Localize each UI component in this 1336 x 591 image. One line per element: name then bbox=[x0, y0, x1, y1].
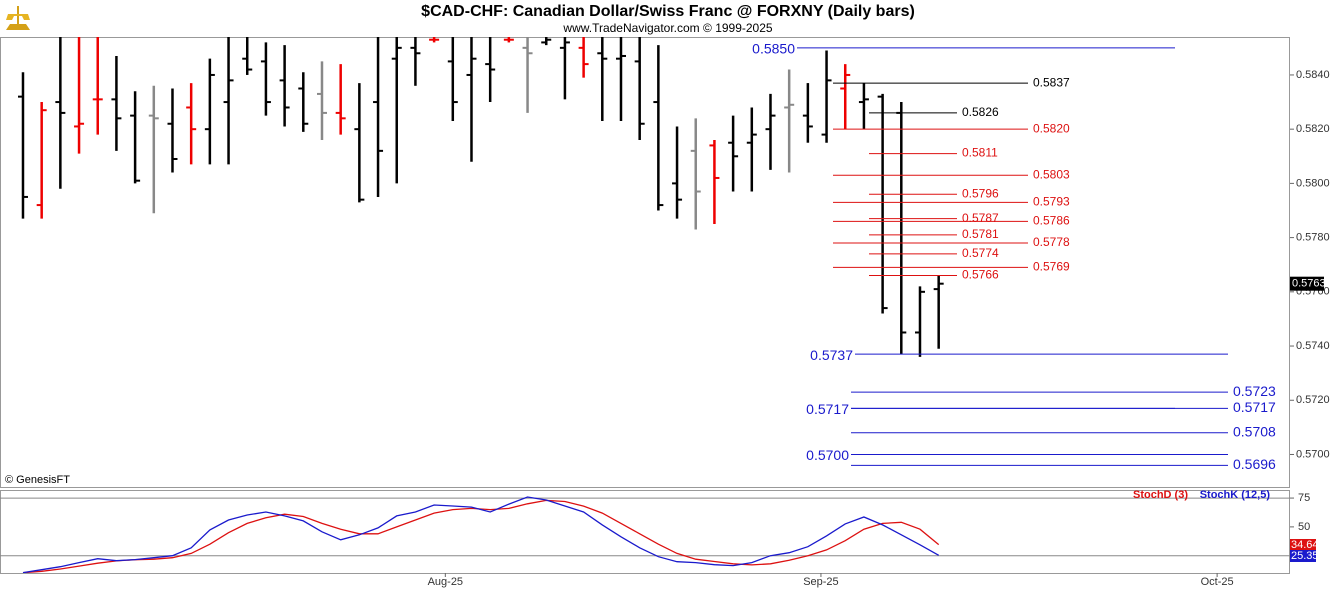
x-tick-label: Aug-25 bbox=[428, 576, 463, 588]
stoch-frame bbox=[0, 490, 1290, 574]
last-value-label: 25.35 bbox=[1291, 550, 1319, 562]
level-label: 0.5826 bbox=[962, 105, 999, 119]
level-label: 0.5717 bbox=[1233, 399, 1276, 415]
level-label: 0.5737 bbox=[810, 347, 853, 363]
last-value-box bbox=[1290, 550, 1316, 562]
level-label: 0.5793 bbox=[1033, 195, 1070, 209]
level-label: 0.5781 bbox=[962, 227, 999, 241]
y-tick-label: 0.5700 bbox=[1296, 448, 1330, 460]
stoch-line bbox=[22, 496, 940, 573]
level-label: 0.5811 bbox=[962, 146, 998, 160]
chart-title: $CAD-CHF: Canadian Dollar/Swiss Franc @ … bbox=[421, 3, 915, 20]
level-label: 0.5700 bbox=[806, 447, 849, 463]
y-tick-label: 50 bbox=[1298, 521, 1310, 533]
legend-entry: StochK (12,5) bbox=[1200, 489, 1271, 501]
level-label: 0.5723 bbox=[1233, 383, 1276, 399]
last-value-box bbox=[1290, 539, 1316, 551]
level-label: 0.5820 bbox=[1033, 121, 1070, 135]
level-label: 0.5708 bbox=[1233, 423, 1276, 439]
y-tick-label: 0.5740 bbox=[1296, 340, 1330, 352]
level-label: 0.5786 bbox=[1033, 214, 1070, 228]
x-tick-label: Sep-25 bbox=[803, 576, 838, 588]
chart-subtitle: www.TradeNavigator.com © 1999-2025 bbox=[562, 21, 772, 35]
level-label: 0.5803 bbox=[1033, 167, 1070, 181]
level-label: 0.5796 bbox=[962, 186, 999, 200]
main-frame bbox=[0, 37, 1290, 488]
x-tick-label: Oct-25 bbox=[1201, 576, 1234, 588]
credit: © GenesisFT bbox=[5, 474, 70, 486]
level-label: 0.5787 bbox=[962, 211, 999, 225]
axes: 0.58400.58200.58000.57800.57600.57400.57… bbox=[428, 41, 1330, 588]
y-tick-label: 0.5720 bbox=[1296, 394, 1330, 406]
last-price-label: 0.5763 bbox=[1292, 278, 1326, 290]
level-label: 0.5769 bbox=[1033, 260, 1070, 274]
level-label: 0.5774 bbox=[962, 246, 999, 260]
y-tick-label: 0.5820 bbox=[1296, 123, 1330, 135]
y-tick-label: 75 bbox=[1298, 492, 1310, 504]
level-label: 0.5850 bbox=[752, 41, 795, 57]
y-tick-label: 0.5800 bbox=[1296, 177, 1330, 189]
level-label: 0.5717 bbox=[806, 401, 849, 417]
price-plot bbox=[17, 37, 1228, 466]
stoch-plot bbox=[0, 496, 1290, 573]
logo bbox=[6, 6, 30, 30]
level-label: 0.5766 bbox=[962, 268, 999, 282]
level-label: 0.5696 bbox=[1233, 456, 1276, 472]
level-label: 0.5778 bbox=[1033, 235, 1070, 249]
last-value-label: 34.64 bbox=[1291, 539, 1319, 551]
y-tick-label: 0.5840 bbox=[1296, 69, 1330, 81]
level-label: 0.5837 bbox=[1033, 75, 1070, 89]
y-tick-label: 0.5780 bbox=[1296, 232, 1330, 244]
legend-entry: StochD (3) bbox=[1133, 489, 1188, 501]
last-price-box bbox=[1290, 276, 1324, 291]
